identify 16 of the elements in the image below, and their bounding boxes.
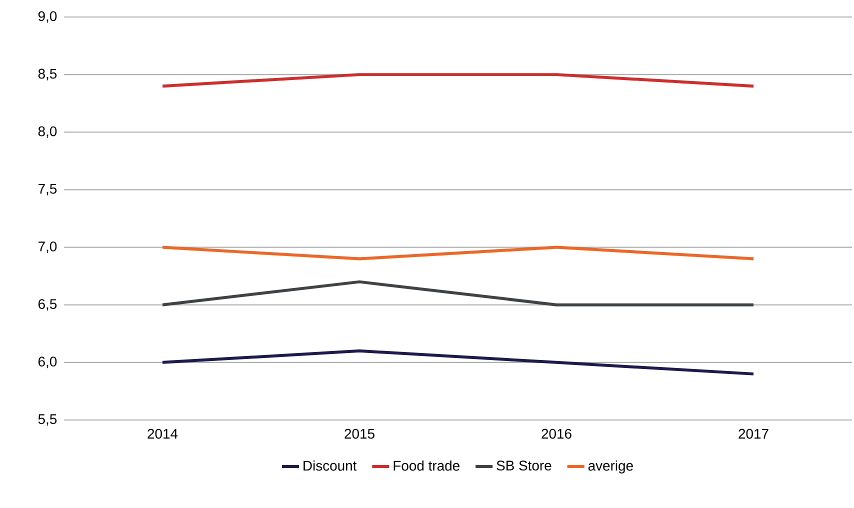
legend-label: SB Store — [496, 460, 552, 471]
y-tick-label: 9,0 — [38, 11, 57, 23]
y-tick-label: 6,5 — [38, 299, 57, 311]
legend-label: Discount — [304, 460, 357, 471]
legend-label: Food trade — [394, 460, 460, 471]
y-tick-label: 8,5 — [38, 68, 57, 80]
y-tick-label: 7,0 — [38, 242, 57, 254]
y-tick-label: 5,5 — [38, 414, 57, 426]
y-tick-label: 6,0 — [38, 356, 57, 368]
y-tick-label: 7,5 — [38, 184, 57, 196]
x-tick-label: 2016 — [542, 428, 572, 439]
x-tick-label: 2015 — [344, 428, 374, 439]
x-tick-label: 2017 — [738, 428, 768, 439]
y-tick-label: 8,0 — [38, 126, 57, 138]
x-tick-label: 2014 — [148, 428, 178, 439]
legend-label: averige — [588, 460, 633, 474]
